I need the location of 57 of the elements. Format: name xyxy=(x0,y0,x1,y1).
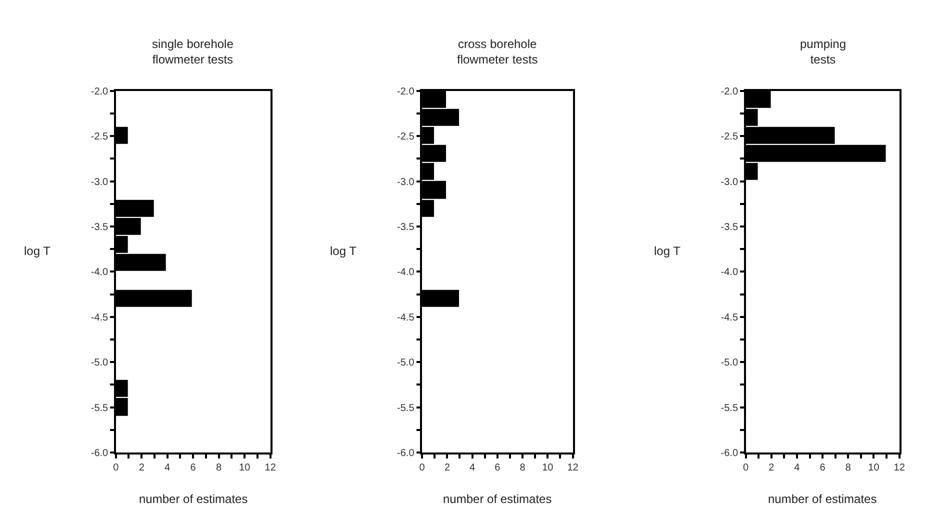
x-tick-label: 8 xyxy=(520,462,526,474)
y-tick-label: -2.0 xyxy=(397,86,415,98)
y-tick-label: -4.5 xyxy=(720,312,738,324)
chart-title: single borehole flowmeter tests xyxy=(152,37,234,67)
y-tick-label: -3.5 xyxy=(90,222,109,233)
y-tick-label: -2.5 xyxy=(90,132,109,143)
x-tick-label: 2 xyxy=(138,462,145,474)
y-tick-label: -4.5 xyxy=(90,312,109,324)
x-tick-label: 0 xyxy=(419,462,426,474)
x-tick-label: 6 xyxy=(820,462,826,474)
y-axis-title: log T xyxy=(24,244,52,258)
x-tick-label: 0 xyxy=(113,462,120,474)
x-axis-title: number of estimates xyxy=(443,492,552,506)
y-tick-label: -5.5 xyxy=(90,402,109,414)
y-tick-label: -4.5 xyxy=(397,312,415,324)
y-tick-label: -5.5 xyxy=(720,402,738,414)
y-tick-label: -5.5 xyxy=(397,402,415,414)
x-tick-label: 4 xyxy=(794,462,800,474)
x-axis-title: number of estimates xyxy=(768,492,877,506)
y-tick-label: -4.0 xyxy=(90,267,109,278)
x-tick-label: 8 xyxy=(845,462,852,474)
y-tick-label: -5.0 xyxy=(720,358,738,369)
x-tick-label: 10 xyxy=(868,462,880,474)
y-tick-label: -6.0 xyxy=(720,448,738,460)
y-axis-title: log T xyxy=(330,244,358,258)
y-tick-label: -3.0 xyxy=(397,176,415,188)
y-tick-label: -4.0 xyxy=(720,267,738,278)
y-axis-title: log T xyxy=(654,244,682,258)
chart-title: pumping tests xyxy=(800,37,846,67)
y-tick-label: -5.0 xyxy=(397,358,415,369)
y-tick-label: -3.5 xyxy=(397,222,415,233)
x-tick-label: 12 xyxy=(567,462,579,474)
y-tick-label: -5.0 xyxy=(90,358,109,369)
y-tick-label: -6.0 xyxy=(90,448,109,460)
y-tick-label: -6.0 xyxy=(397,448,415,460)
y-tick-label: -3.0 xyxy=(90,176,109,188)
y-tick-label: -2.5 xyxy=(397,132,415,143)
x-tick-label: 4 xyxy=(164,462,171,474)
x-tick-label: 12 xyxy=(264,462,276,474)
y-tick-label: -3.5 xyxy=(720,222,738,233)
x-tick-label: 2 xyxy=(768,462,775,474)
x-axis-title: number of estimates xyxy=(139,492,248,506)
y-tick-label: -3.0 xyxy=(720,176,738,188)
x-tick-label: 6 xyxy=(190,462,196,474)
x-tick-label: 6 xyxy=(494,462,501,474)
x-tick-label: 8 xyxy=(216,462,222,474)
x-tick-label: 0 xyxy=(742,462,749,474)
x-tick-label: 2 xyxy=(444,462,450,474)
x-tick-label: 10 xyxy=(542,462,554,474)
x-tick-label: 12 xyxy=(894,462,906,474)
x-tick-label: 10 xyxy=(239,462,251,474)
x-tick-label: 4 xyxy=(470,462,476,474)
chart-title: cross borehole flowmeter tests xyxy=(457,37,538,67)
y-tick-label: -2.0 xyxy=(90,86,109,98)
y-tick-label: -4.0 xyxy=(397,267,415,278)
y-tick-label: -2.0 xyxy=(720,86,738,98)
y-tick-label: -2.5 xyxy=(720,132,738,143)
